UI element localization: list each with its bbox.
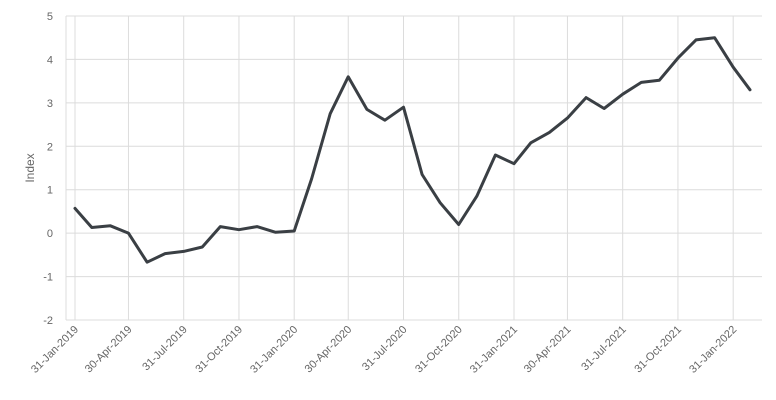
x-tick-label: 30-Apr-2020 bbox=[303, 324, 355, 376]
y-tick-label: 1 bbox=[47, 185, 53, 197]
y-tick-label: 4 bbox=[47, 54, 53, 66]
y-tick-label: 0 bbox=[47, 228, 53, 240]
y-tick-label: 2 bbox=[47, 141, 53, 153]
y-tick-label: 3 bbox=[47, 98, 53, 110]
x-tick-label: 31-Jan-2020 bbox=[248, 324, 300, 376]
x-tick-label: 31-Jan-2019 bbox=[29, 324, 81, 376]
x-tick-label: 30-Apr-2019 bbox=[83, 324, 135, 376]
y-tick-label: 5 bbox=[47, 11, 53, 23]
y-tick-label: -2 bbox=[43, 315, 53, 327]
x-tick-label: 31-Jan-2021 bbox=[468, 324, 520, 376]
x-tick-label: 30-Apr-2021 bbox=[522, 324, 574, 376]
x-tick-label: 31-Jul-2021 bbox=[579, 324, 629, 374]
x-tick-label: 31-Jan-2022 bbox=[687, 324, 739, 376]
y-axis-ticks: -2 -1 0 1 2 3 4 5 bbox=[43, 11, 53, 327]
x-tick-label: 31-Jul-2019 bbox=[140, 324, 190, 374]
gridlines bbox=[65, 15, 762, 321]
x-tick-label: 31-Jul-2020 bbox=[360, 324, 410, 374]
x-tick-label: 31-Oct-2019 bbox=[193, 324, 245, 376]
y-tick-label: -1 bbox=[43, 272, 53, 284]
x-tick-label: 31-Oct-2021 bbox=[632, 324, 684, 376]
x-axis-ticks: 31-Jan-2019 30-Apr-2019 31-Jul-2019 31-Oct-… bbox=[29, 324, 739, 376]
x-tick-label: 31-Oct-2020 bbox=[413, 324, 465, 376]
series-line bbox=[73, 36, 752, 264]
y-axis-title: Index bbox=[23, 153, 37, 182]
